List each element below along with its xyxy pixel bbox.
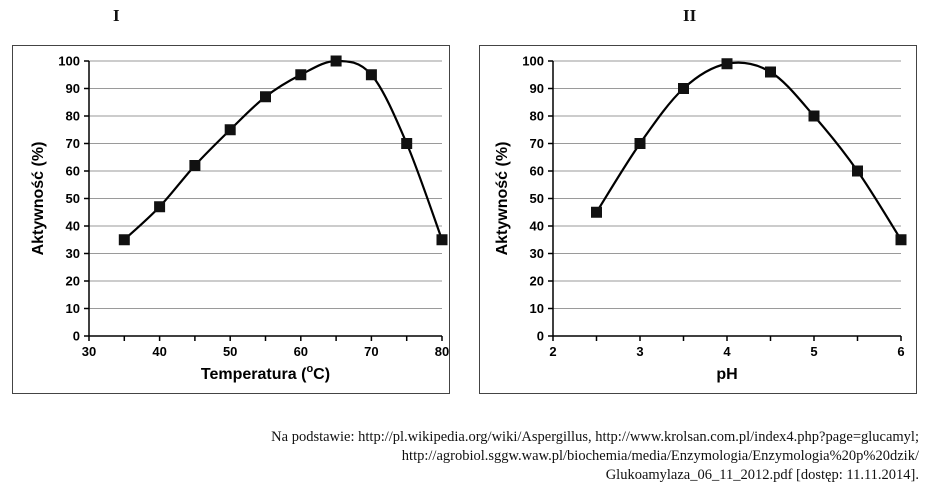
data-point [224,124,236,136]
y-tick-label: 50 [530,191,544,206]
x-tick-label: 60 [294,344,308,359]
x-tick-label: 4 [723,344,731,359]
chart-1-title: I [113,6,120,25]
chart-ph-svg: 0 10 20 30 40 50 60 70 80 90 100 2 3 4 5 6 pH Aktywność (… [494,54,907,383]
x-axis-label-text: Temperatura ( [201,366,307,383]
y-tick-label: 100 [58,54,80,69]
y-tick-label: 0 [537,329,544,344]
x-tick-label: 6 [897,344,904,359]
y-tick-label: 90 [66,81,80,96]
y-tick-label: 100 [522,54,544,69]
data-point [401,138,413,149]
y-tick-label: 90 [530,81,544,96]
data-point [189,160,201,171]
x-axis-label-superscript: o [306,363,313,375]
series-line [123,59,444,241]
chart-ph-panel: 0 10 20 30 40 50 60 70 80 90 100 2 3 4 5 6 pH Aktywność (… [479,45,917,394]
y-tick-label: 20 [66,274,80,289]
source-citation: Na podstawie: http://pl.wikipedia.org/wi… [19,428,919,485]
y-tick-label: 40 [530,219,544,234]
y-tick-label: 10 [530,301,544,316]
data-point [765,66,776,78]
data-point [678,83,689,94]
data-point [295,69,307,81]
y-tick-label: 80 [530,109,544,124]
x-tick-label: 3 [636,344,643,359]
y-tick-label: 0 [73,329,80,344]
x-tick-label: 50 [223,344,237,359]
source-line-1: Na podstawie: http://pl.wikipedia.org/wi… [271,429,919,445]
source-line-2: http://agrobiol.sggw.waw.pl/biochemia/me… [401,448,919,464]
data-point [808,110,820,122]
data-point [260,91,271,103]
x-axis-label: Temperatura (oC) [201,363,330,383]
chart-temperature-svg: 0 10 20 30 40 50 60 70 80 90 100 30 40 50 60 70 80 Temper… [30,54,449,384]
data-point [895,234,907,246]
x-axis-label: pH [716,366,737,383]
data-point [852,165,863,177]
data-point [330,55,342,67]
y-tick-label: 80 [66,109,80,124]
y-tick-label: 30 [530,246,544,261]
series-line [595,61,902,241]
x-tick-label: 80 [435,344,449,359]
y-tick-label: 60 [530,164,544,179]
y-tick-label: 50 [66,191,80,206]
data-point [154,201,166,213]
y-tick-label: 20 [530,274,544,289]
y-tick-label: 60 [66,164,80,179]
x-tick-label: 70 [364,344,378,359]
data-point [365,69,377,81]
data-point [721,58,733,70]
x-tick-label: 2 [549,344,556,359]
x-tick-label: 40 [152,344,166,359]
chart-2-title: II [683,6,697,25]
x-tick-label: 5 [810,344,817,359]
data-point [118,234,130,246]
y-axis-label: Aktywność (%) [30,142,47,256]
chart-temperature-panel: 0 10 20 30 40 50 60 70 80 90 100 30 40 50 60 70 80 Temper… [12,45,450,394]
x-tick-label: 30 [82,344,96,359]
x-axis-label-unit: C) [313,366,330,383]
y-tick-label: 40 [66,219,80,234]
data-point [436,234,448,246]
data-point [591,206,602,218]
y-axis-label: Aktywność (%) [494,142,511,256]
y-tick-label: 70 [530,136,544,151]
source-line-3: Glukoamylaza_06_11_2012.pdf [dostęp: 11.… [605,467,919,483]
y-tick-label: 70 [66,136,80,151]
data-point [634,138,646,149]
y-tick-label: 10 [66,301,80,316]
x-axis-label-text: pH [716,366,737,383]
y-tick-label: 30 [66,246,80,261]
